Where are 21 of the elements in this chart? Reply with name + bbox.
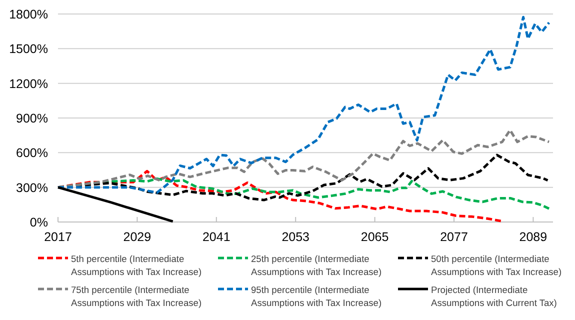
y-tick-label: 600% bbox=[16, 146, 48, 160]
y-tick-label: 300% bbox=[16, 180, 48, 195]
x-tick-label: 2089 bbox=[519, 230, 548, 244]
x-tick-label: 2065 bbox=[360, 230, 389, 244]
legend-label: 75th percentile (Intermediate Assumptions with Tax Increase) bbox=[71, 285, 202, 308]
y-tick-label: 900% bbox=[16, 112, 48, 126]
legend-label: 25th percentile (Intermediate Assumptions with Tax Increase) bbox=[251, 254, 382, 277]
legend-label: Projected (Intermediate Assumptions with Current Tax) bbox=[431, 285, 557, 308]
x-tick-label: 2041 bbox=[202, 230, 230, 244]
legend-label: 95th percentile (Intermediate Assumptions with Tax Increase) bbox=[251, 285, 382, 308]
y-tick-label: 1200% bbox=[9, 76, 48, 91]
legend-label: 5th percentile (Intermediate Assumptions with Tax Increase) bbox=[71, 254, 202, 277]
x-tick-label: 2017 bbox=[44, 230, 72, 244]
y-tick-label: 0% bbox=[30, 216, 48, 230]
x-tick-label: 2077 bbox=[440, 230, 468, 244]
y-tick-label: 1500% bbox=[9, 42, 48, 56]
line-series bbox=[56, 16, 550, 194]
y-tick-label: 1800% bbox=[9, 8, 48, 22]
legend-label: 50th percentile (Intermediate Assumptions with Tax Increase) bbox=[431, 254, 562, 277]
x-tick-label: 2029 bbox=[123, 230, 152, 244]
x-tick-label: 2053 bbox=[282, 230, 310, 244]
